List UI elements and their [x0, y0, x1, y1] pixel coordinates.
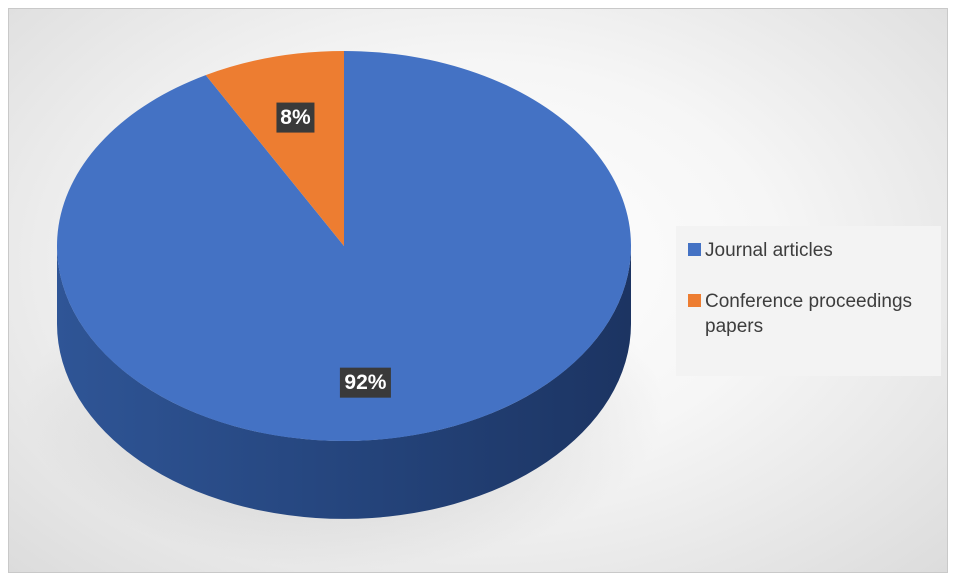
pie-slice-0	[56, 51, 632, 442]
legend-swatch-journal-articles	[688, 243, 701, 256]
pie-slices	[56, 51, 632, 442]
pie-side-wall	[57, 246, 631, 519]
legend-item-journal-articles: Journal articles	[688, 238, 933, 263]
pie-data-labels: 92% 8%	[276, 102, 391, 398]
pie-sides	[57, 246, 631, 519]
data-label-bg-0	[339, 367, 391, 398]
legend: Journal articles Conference proceedings …	[676, 226, 941, 376]
data-label-1: 8%	[280, 106, 311, 129]
legend-item-conference-proceedings: Conference proceedings papers	[688, 289, 933, 339]
legend-swatch-conference-proceedings	[688, 294, 701, 307]
data-label-0: 92%	[344, 371, 386, 394]
legend-label-conference-proceedings: Conference proceedings papers	[705, 291, 913, 337]
data-label-bg-1	[276, 102, 315, 133]
legend-label-journal-articles: Journal articles	[705, 240, 833, 261]
pie-slice-1	[205, 51, 344, 246]
chart-area: 92% 8% Journal articles Conference procee…	[8, 8, 948, 573]
pie-chart: 92% 8%	[24, 51, 664, 569]
